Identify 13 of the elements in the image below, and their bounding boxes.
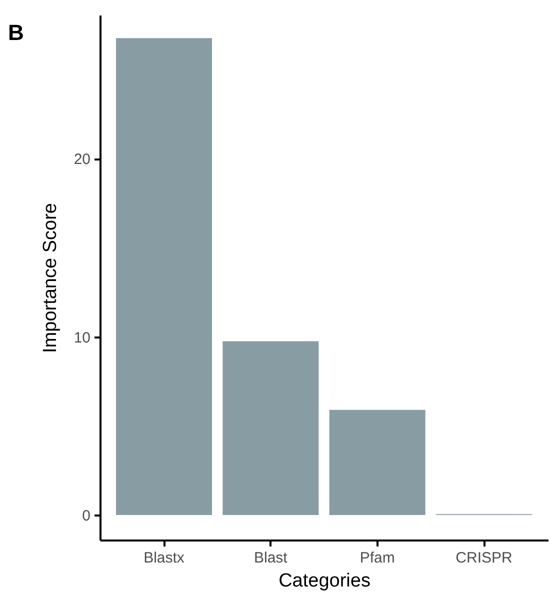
chart-title: B: [8, 20, 24, 45]
x-axis-title: Categories: [278, 570, 370, 592]
y-tick-label: 20: [74, 151, 90, 168]
x-tick-label: Blastx: [144, 550, 185, 566]
x-tick-label: Pfam: [360, 550, 395, 566]
y-tick-label: 10: [74, 329, 90, 346]
x-tick-label: CRISPR: [456, 550, 512, 566]
y-tick-label: 0: [82, 508, 90, 525]
y-axis-title: Importance Score: [40, 203, 61, 353]
bar: [116, 38, 212, 516]
bar: [222, 341, 319, 516]
bar: [329, 410, 426, 516]
x-tick-label: Blast: [254, 550, 288, 566]
